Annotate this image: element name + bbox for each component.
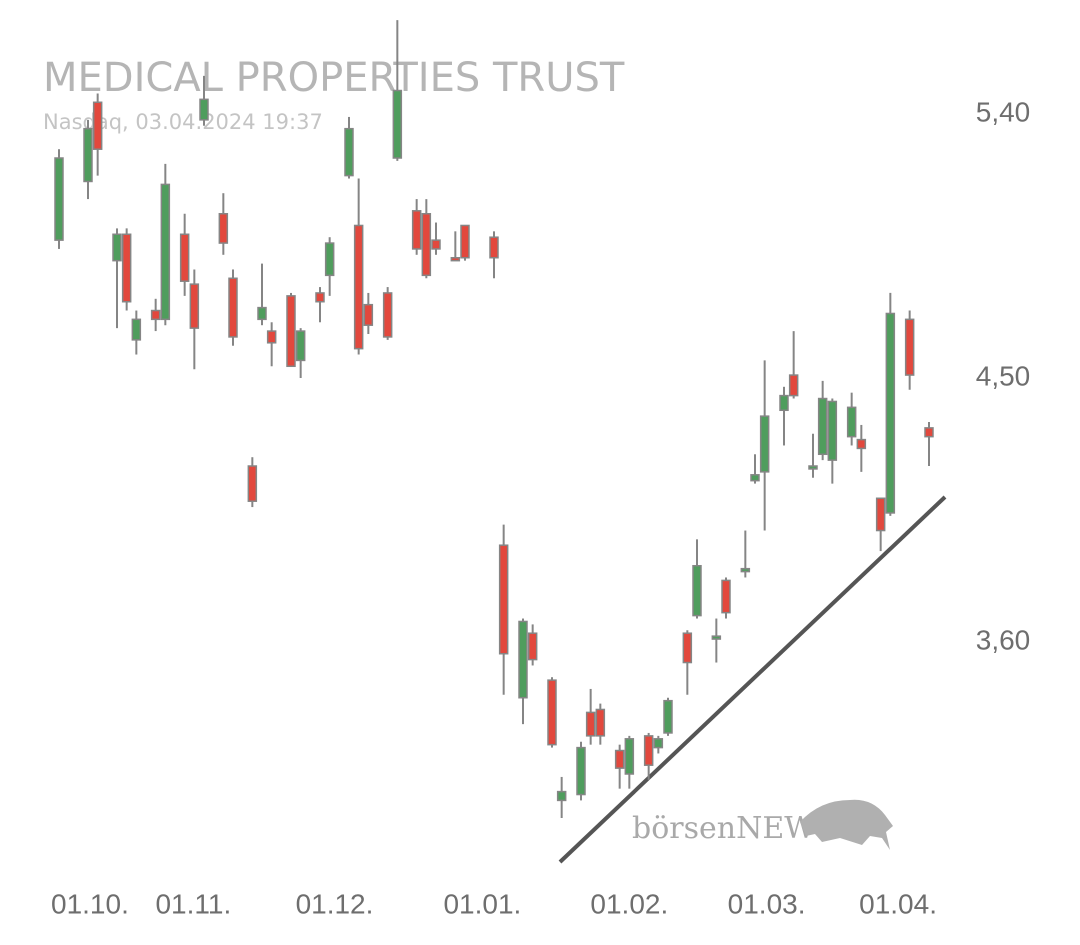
candle-body: [228, 277, 238, 338]
candle-body: [160, 183, 171, 321]
candle-body: [266, 330, 277, 344]
candle-body: [721, 579, 731, 614]
candle-body: [875, 497, 886, 532]
y-tick-label: 3,60: [976, 624, 1031, 655]
candle-body: [411, 210, 422, 250]
candle-body: [846, 406, 857, 438]
candle-body: [904, 318, 915, 376]
candle-body: [112, 233, 122, 262]
candle-body: [682, 632, 693, 664]
candle-body: [624, 738, 635, 775]
candle-body: [460, 224, 470, 259]
candle-body: [856, 438, 867, 450]
candle-body: [92, 101, 103, 150]
candle-body: [556, 790, 567, 802]
candle-body: [527, 632, 538, 661]
candle-body: [576, 746, 586, 796]
candle-body: [54, 157, 64, 241]
candle-body: [924, 427, 934, 438]
candle-body: [131, 318, 142, 341]
x-tick-label: 01.10.: [51, 888, 129, 919]
candle-body: [808, 465, 818, 470]
watermark: börsenNEWS: [632, 811, 836, 846]
candle-body: [489, 236, 499, 259]
candle-body: [363, 303, 374, 326]
candle-body: [344, 127, 354, 177]
x-tick-label: 01.03.: [728, 888, 806, 919]
x-tick-label: 01.04.: [859, 888, 937, 919]
candle-body: [885, 312, 896, 514]
candle-body: [740, 567, 751, 573]
candle-body: [450, 256, 461, 262]
candle-body: [392, 89, 403, 159]
candle-body: [431, 239, 441, 250]
candle-body: [150, 309, 161, 321]
candle-body: [315, 292, 325, 303]
candle-body: [257, 306, 267, 321]
bull-icon: [800, 799, 893, 850]
plot-area: [54, 20, 934, 819]
candle-body: [595, 708, 606, 737]
x-tick-label: 01.01.: [443, 888, 521, 919]
candle-body: [750, 474, 760, 482]
candle-body: [286, 295, 296, 368]
candle-body: [759, 415, 770, 473]
candle-body: [614, 749, 625, 769]
candle-body: [295, 330, 306, 362]
candle-body: [199, 98, 209, 121]
candle-body: [83, 127, 93, 183]
candle-body: [817, 397, 828, 456]
candle-body: [779, 394, 789, 412]
candle-body: [382, 292, 393, 338]
candle-body: [547, 679, 557, 746]
x-tick-label: 01.11.: [155, 888, 231, 919]
candle-body: [643, 735, 654, 766]
x-tick-label: 01.12.: [296, 888, 374, 919]
candle-body: [121, 233, 132, 303]
chart-title: MEDICAL PROPERTIES TRUST: [43, 55, 625, 101]
candle-body: [218, 212, 229, 244]
candle-body: [421, 212, 432, 277]
candle-body: [788, 374, 799, 397]
candle-body: [247, 465, 258, 502]
candle-body: [827, 400, 838, 461]
candle-body: [189, 283, 200, 329]
x-tick-label: 01.02.: [590, 888, 668, 919]
candle-body: [663, 699, 673, 734]
candle-body: [585, 711, 596, 737]
y-tick-label: 5,40: [976, 96, 1031, 127]
candle-body: [653, 738, 664, 749]
candle-body: [518, 620, 528, 699]
trend-line: [558, 495, 947, 864]
candle-body: [353, 224, 364, 350]
candle-body: [498, 544, 509, 655]
candle-body: [179, 233, 190, 282]
candle-body: [692, 564, 702, 617]
y-tick-label: 4,50: [976, 360, 1031, 391]
candle-body: [711, 635, 722, 640]
watermark-logo: börsenNEWS: [632, 799, 893, 850]
candle-body: [324, 242, 335, 277]
